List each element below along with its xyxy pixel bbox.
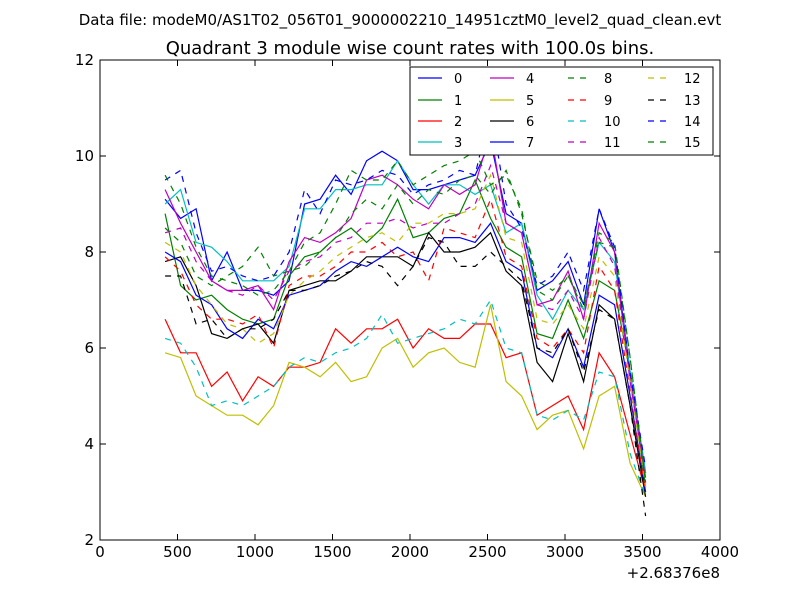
y-tick-label: 8 bbox=[84, 243, 94, 261]
x-tick-label: 4000 bbox=[701, 543, 739, 561]
series-line-1 bbox=[164, 178, 647, 488]
legend-label-3: 3 bbox=[454, 136, 462, 151]
x-tick-label: 1500 bbox=[313, 543, 351, 561]
legend-label-9: 9 bbox=[604, 94, 612, 109]
legend-label-8: 8 bbox=[604, 72, 612, 87]
legend-label-13: 13 bbox=[684, 94, 701, 109]
x-tick-label: 0 bbox=[95, 543, 105, 561]
series-line-12 bbox=[164, 173, 647, 488]
legend-label-6: 6 bbox=[526, 115, 534, 130]
data-file-label: Data file: modeM0/AS1T02_056T01_90000022… bbox=[79, 11, 722, 30]
x-tick-label: 500 bbox=[163, 543, 192, 561]
series-line-13 bbox=[165, 236, 647, 517]
y-tick-label: 10 bbox=[75, 147, 94, 165]
series-line-2 bbox=[164, 318, 647, 493]
series-line-11 bbox=[164, 163, 647, 483]
legend-label-10: 10 bbox=[604, 115, 621, 130]
x-tick-label: 2500 bbox=[468, 543, 506, 561]
legend-label-5: 5 bbox=[526, 94, 534, 109]
x-offset-label: +2.68376e8 bbox=[627, 564, 720, 582]
series-layer bbox=[164, 107, 647, 517]
series-line-7 bbox=[164, 222, 647, 493]
series-line-3 bbox=[164, 159, 647, 473]
x-tick-label: 1000 bbox=[236, 543, 274, 561]
series-line-6 bbox=[164, 231, 647, 497]
y-tick-label: 12 bbox=[75, 51, 94, 69]
y-tick-label: 6 bbox=[84, 339, 94, 357]
legend-label-4: 4 bbox=[526, 72, 534, 87]
series-line-4 bbox=[164, 131, 647, 478]
series-line-5 bbox=[164, 304, 647, 498]
legend-label-12: 12 bbox=[684, 72, 701, 87]
legend-label-7: 7 bbox=[526, 136, 534, 151]
x-tick-label: 3000 bbox=[546, 543, 584, 561]
y-tick-label: 4 bbox=[84, 435, 94, 453]
series-line-10 bbox=[164, 298, 647, 498]
legend-label-14: 14 bbox=[684, 115, 701, 130]
series-line-14 bbox=[164, 107, 647, 469]
legend-label-0: 0 bbox=[454, 72, 462, 87]
series-line-0 bbox=[164, 139, 647, 473]
legend-label-11: 11 bbox=[604, 136, 621, 151]
legend-label-15: 15 bbox=[684, 136, 701, 151]
series-line-15 bbox=[164, 150, 647, 483]
legend-label-2: 2 bbox=[454, 115, 462, 130]
legend-box bbox=[409, 66, 714, 156]
y-tick-label: 2 bbox=[84, 531, 94, 549]
chart-title: Quadrant 3 module wise count rates with … bbox=[166, 38, 655, 59]
x-tick-label: 3500 bbox=[623, 543, 661, 561]
x-tick-label: 2000 bbox=[391, 543, 429, 561]
legend-label-1: 1 bbox=[454, 94, 462, 109]
series-line-8 bbox=[164, 169, 647, 483]
